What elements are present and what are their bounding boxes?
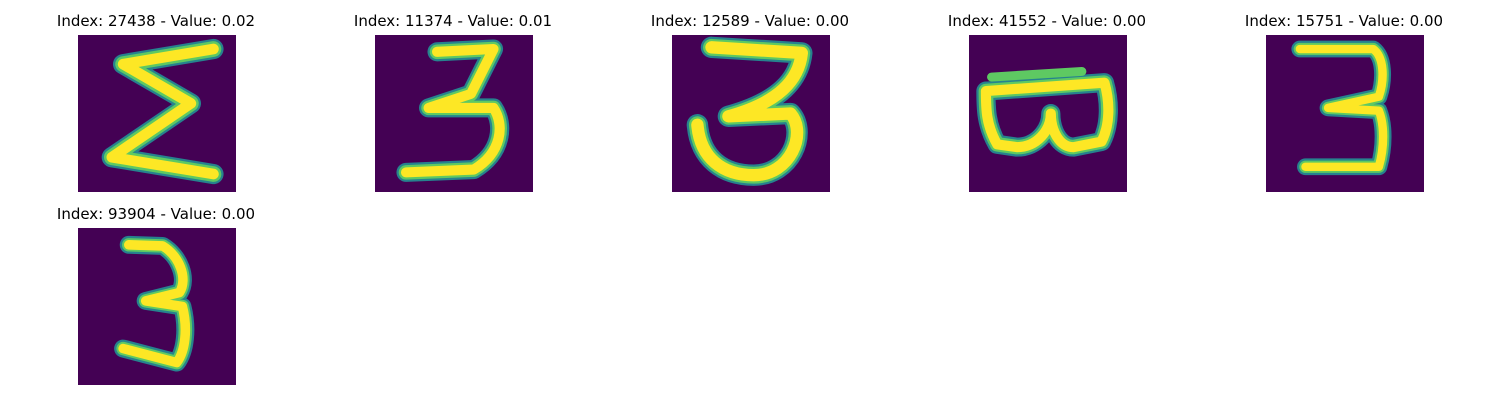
digit-image (672, 35, 830, 192)
digit-image (375, 35, 533, 192)
sigma-like-handwritten-3-icon (78, 35, 236, 192)
sample-panel: Index: 41552 - Value: 0.00 (917, 0, 1177, 192)
panel-title: Index: 15751 - Value: 0.00 (1244, 12, 1444, 30)
sample-panel: Index: 27438 - Value: 0.02 (26, 0, 286, 192)
rotated-handwritten-3-icon (969, 35, 1127, 192)
panel-title: Index: 11374 - Value: 0.01 (353, 12, 553, 30)
digit-image (78, 228, 236, 385)
panel-title: Index: 12589 - Value: 0.00 (650, 12, 850, 30)
sample-panel: Index: 12589 - Value: 0.00 (620, 0, 880, 192)
handwritten-3-icon (375, 35, 533, 192)
handwritten-3-icon (78, 228, 236, 385)
panel-title: Index: 27438 - Value: 0.02 (56, 12, 256, 30)
handwritten-3-icon (1266, 35, 1424, 192)
panel-title: Index: 93904 - Value: 0.00 (56, 205, 256, 223)
digit-image (78, 35, 236, 192)
panel-title: Index: 41552 - Value: 0.00 (947, 12, 1147, 30)
digit-image (969, 35, 1127, 192)
digit-image (1266, 35, 1424, 192)
handwritten-3-icon (672, 35, 830, 192)
sample-panel: Index: 11374 - Value: 0.01 (323, 0, 583, 192)
sample-panel: Index: 15751 - Value: 0.00 (1214, 0, 1474, 192)
sample-panel: Index: 93904 - Value: 0.00 (26, 193, 286, 385)
